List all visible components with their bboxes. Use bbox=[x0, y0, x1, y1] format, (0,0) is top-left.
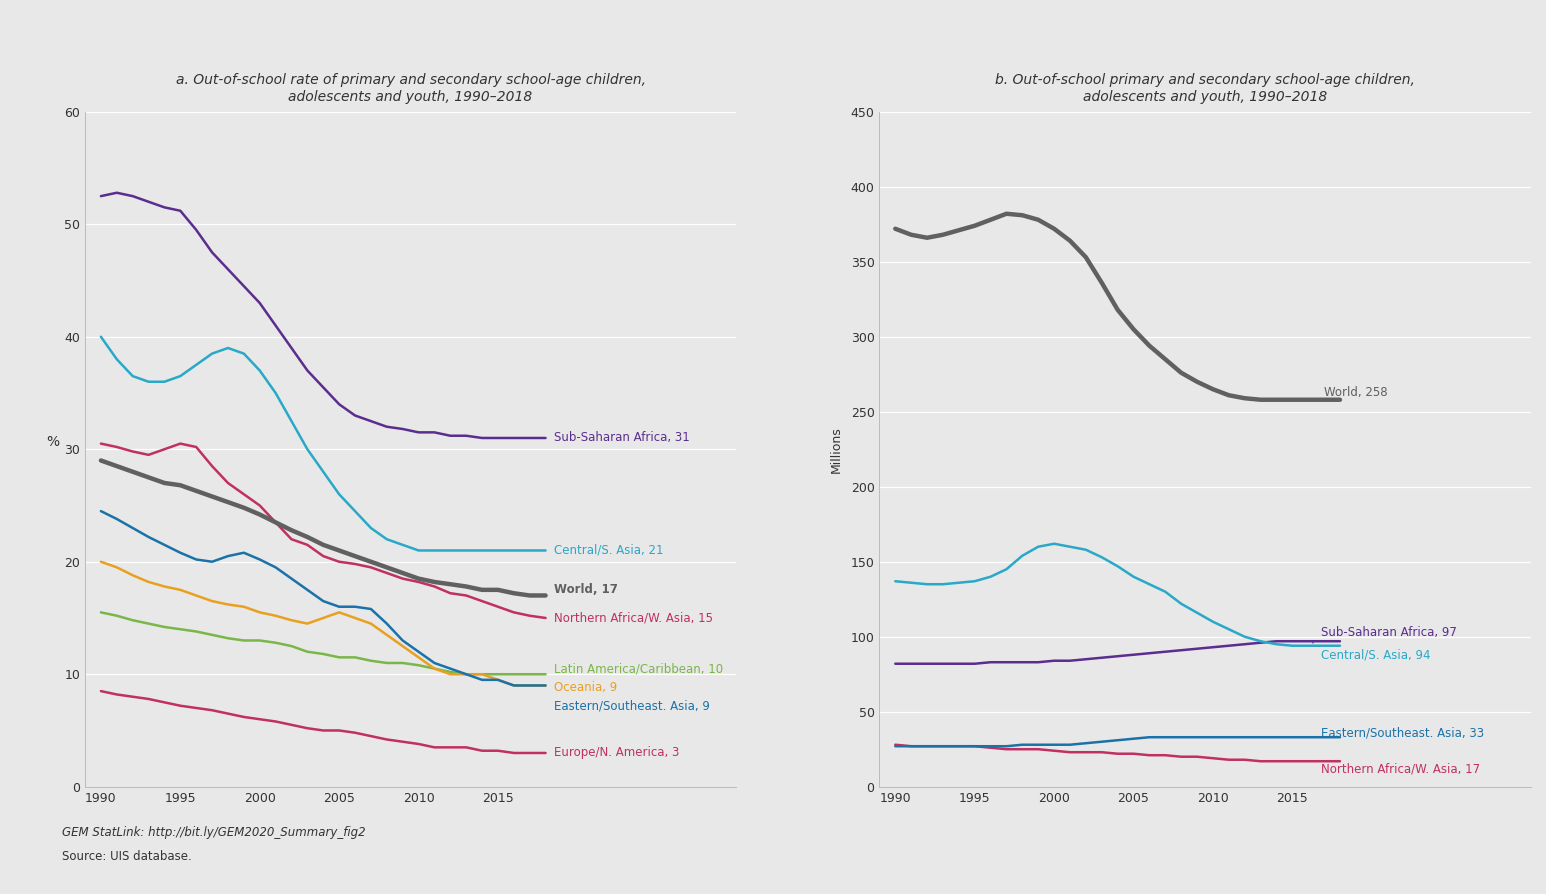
Text: GEM StatLink: http://bit.ly/GEM2020_Summary_fig2: GEM StatLink: http://bit.ly/GEM2020_Summ… bbox=[62, 826, 365, 839]
Text: Northern Africa/W. Asia, 15: Northern Africa/W. Asia, 15 bbox=[553, 611, 713, 625]
Text: Central/S. Asia, 21: Central/S. Asia, 21 bbox=[553, 544, 663, 557]
Text: Latin America/Caribbean, 10: Latin America/Caribbean, 10 bbox=[553, 662, 722, 675]
Title: b. Out-of-school primary and secondary school-age children,
adolescents and yout: b. Out-of-school primary and secondary s… bbox=[996, 73, 1415, 104]
Text: Sub-Saharan Africa, 97: Sub-Saharan Africa, 97 bbox=[1320, 626, 1456, 638]
Text: World, 258: World, 258 bbox=[1323, 385, 1388, 399]
Text: Europe/N. America, 3: Europe/N. America, 3 bbox=[553, 746, 679, 760]
Y-axis label: Millions: Millions bbox=[829, 426, 843, 473]
Text: Central/S. Asia, 94: Central/S. Asia, 94 bbox=[1320, 648, 1430, 662]
Text: Eastern/Southeast. Asia, 9: Eastern/Southeast. Asia, 9 bbox=[553, 699, 710, 713]
Text: Northern Africa/W. Asia, 17: Northern Africa/W. Asia, 17 bbox=[1320, 763, 1480, 775]
Text: World, 17: World, 17 bbox=[553, 584, 617, 596]
Text: Oceania, 9: Oceania, 9 bbox=[553, 681, 617, 695]
Y-axis label: %: % bbox=[46, 435, 60, 449]
Text: Eastern/Southeast. Asia, 33: Eastern/Southeast. Asia, 33 bbox=[1320, 726, 1484, 739]
Text: Source: UIS database.: Source: UIS database. bbox=[62, 850, 192, 863]
Title: a. Out-of-school rate of primary and secondary school-age children,
adolescents : a. Out-of-school rate of primary and sec… bbox=[176, 73, 646, 104]
Text: Sub-Saharan Africa, 31: Sub-Saharan Africa, 31 bbox=[553, 432, 690, 444]
